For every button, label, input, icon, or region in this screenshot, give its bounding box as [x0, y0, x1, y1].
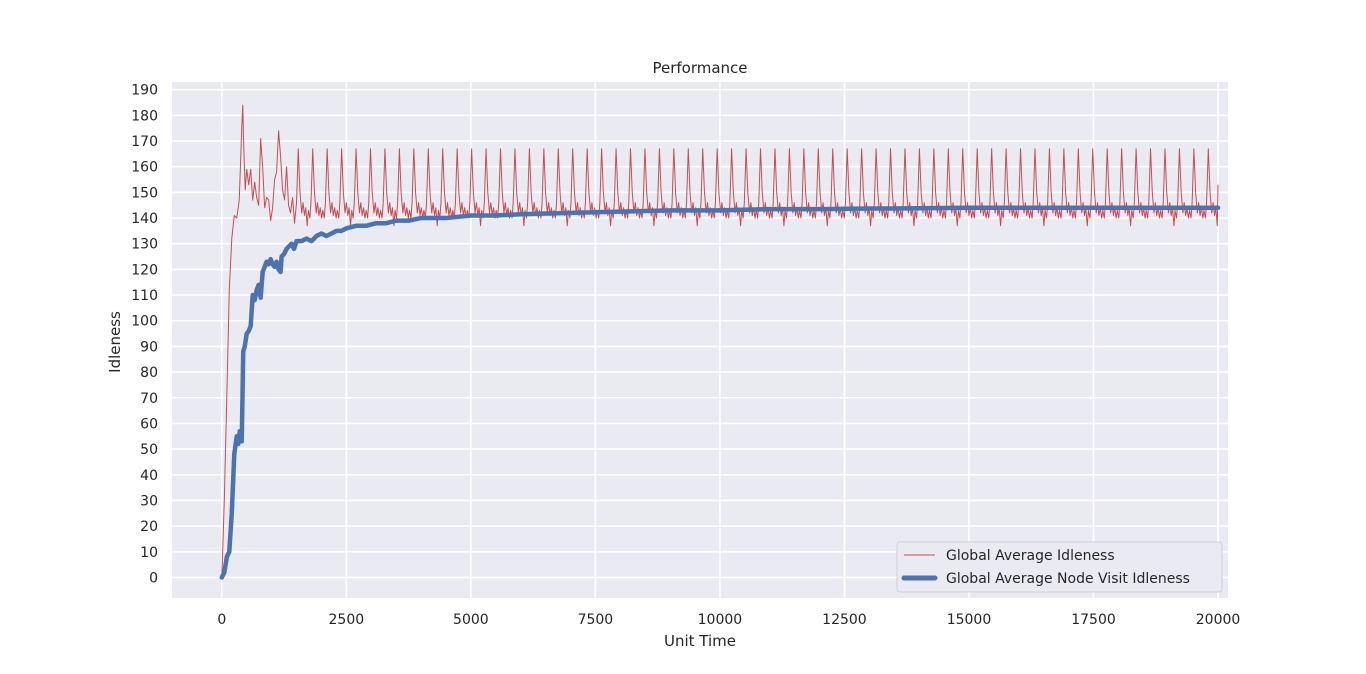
y-tick-label: 70: [140, 391, 158, 407]
x-tick-label: 20000: [1196, 612, 1241, 628]
y-tick-label: 150: [131, 185, 158, 201]
grid: [172, 82, 1228, 598]
series-global-average-node-visit-idleness: [219, 205, 1221, 580]
x-tick-label: 15000: [947, 612, 992, 628]
x-axis-label: Unit Time: [664, 632, 736, 650]
y-tick-label: 130: [131, 237, 158, 253]
series-layer: [219, 104, 1221, 580]
y-tick-label: 30: [140, 493, 158, 509]
series-global-average-idleness: [221, 104, 1219, 578]
y-tick-label: 60: [140, 416, 158, 432]
y-tick-label: 40: [140, 468, 158, 484]
y-tick-label: 100: [131, 314, 158, 330]
x-tick-label: 12500: [822, 612, 867, 628]
legend-label-node-visit: Global Average Node Visit Idleness: [946, 571, 1190, 587]
x-tick-label: 17500: [1071, 612, 1116, 628]
y-tick-label: 170: [131, 134, 158, 150]
x-tick-label: 5000: [453, 612, 489, 628]
y-tick-label: 90: [140, 339, 158, 355]
y-tick-label: 160: [131, 160, 158, 176]
x-tick-label: 0: [217, 612, 226, 628]
x-tick-label: 2500: [329, 612, 365, 628]
legend-label-idleness: Global Average Idleness: [946, 548, 1115, 564]
plot-background: [172, 82, 1228, 598]
x-tick-label: 10000: [698, 612, 743, 628]
y-tick-label: 80: [140, 365, 158, 381]
chart-title: Performance: [652, 59, 747, 77]
legend: Global Average Idleness Global Average N…: [896, 541, 1223, 593]
legend-box: [896, 541, 1223, 593]
y-tick-label: 180: [131, 108, 158, 124]
y-tick-label: 0: [149, 570, 158, 586]
y-tick-label: 190: [131, 83, 158, 99]
y-tick-label: 50: [140, 442, 158, 458]
y-tick-label: 20: [140, 519, 158, 535]
y-tick-label: 10: [140, 545, 158, 561]
y-tick-label: 110: [131, 288, 158, 304]
tick-labels: 0 10 20 30 40 50 60 70 80 90 100 110 120 130 140 150 160…: [131, 83, 1240, 628]
x-tick-label: 7500: [578, 612, 614, 628]
y-tick-label: 120: [131, 262, 158, 278]
y-axis-label: Idleness: [106, 311, 124, 373]
y-tick-label: 140: [131, 211, 158, 227]
